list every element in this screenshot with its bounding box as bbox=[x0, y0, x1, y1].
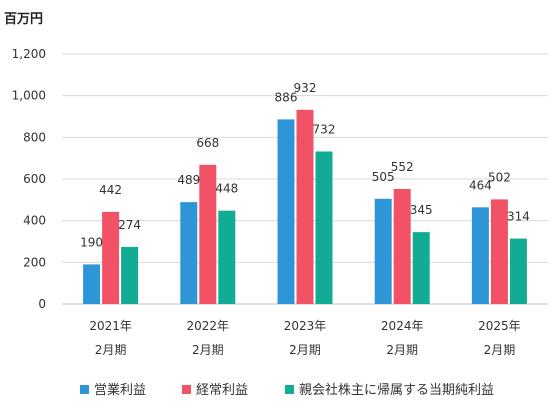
y-tick-label: 800 bbox=[23, 130, 46, 144]
x-category-label: 2月期 bbox=[386, 343, 418, 357]
bar bbox=[393, 189, 411, 304]
y-tick-label: 0 bbox=[38, 297, 46, 311]
bar bbox=[471, 207, 489, 304]
y-axis-ticks: 0 200 400 600 800 1,000 1,200 bbox=[12, 47, 46, 311]
legend-label: 営業利益 bbox=[94, 382, 146, 398]
data-label: 502 bbox=[488, 170, 511, 184]
y-tick-label: 200 bbox=[23, 255, 46, 269]
y-tick-label: 1,000 bbox=[12, 89, 46, 103]
data-label: 442 bbox=[99, 183, 122, 197]
x-category-label: 2025年 bbox=[478, 319, 521, 333]
y-tick-label: 400 bbox=[23, 214, 46, 228]
data-label: 489 bbox=[177, 173, 200, 187]
x-category-label: 2021年 bbox=[89, 319, 132, 333]
data-label: 464 bbox=[469, 178, 492, 192]
data-label: 448 bbox=[215, 182, 238, 196]
bar bbox=[277, 119, 295, 305]
bar bbox=[490, 199, 508, 304]
bar bbox=[218, 210, 236, 304]
bar bbox=[121, 246, 139, 304]
x-category-label: 2022年 bbox=[187, 319, 230, 333]
x-axis-categories: 2021年 2月期 2022年 2月期 2023年 2月期 2024年 2月期 2025年 2月期 bbox=[89, 319, 520, 357]
data-label: 345 bbox=[410, 203, 433, 217]
data-label: 552 bbox=[391, 160, 414, 174]
y-tick-label: 1,200 bbox=[12, 47, 46, 61]
data-label: 190 bbox=[80, 235, 103, 249]
x-category-label: 2023年 bbox=[284, 319, 327, 333]
legend-swatch bbox=[80, 385, 89, 394]
legend-label: 経常利益 bbox=[196, 383, 248, 398]
bar bbox=[180, 202, 198, 304]
y-tick-label: 600 bbox=[23, 172, 46, 186]
bar bbox=[83, 264, 101, 304]
bar bbox=[374, 198, 392, 304]
x-category-label: 2月期 bbox=[192, 343, 224, 357]
data-label: 886 bbox=[275, 90, 298, 104]
legend-swatch bbox=[182, 385, 191, 394]
x-category-label: 2月期 bbox=[95, 343, 127, 357]
data-label: 505 bbox=[372, 170, 395, 184]
data-label: 668 bbox=[196, 136, 219, 150]
data-label: 732 bbox=[313, 123, 336, 137]
data-label: 274 bbox=[118, 218, 141, 232]
legend-label: 親会社株主に帰属する当期純利益 bbox=[299, 382, 494, 398]
x-category-label: 2月期 bbox=[484, 343, 516, 357]
bar bbox=[509, 238, 527, 304]
bar bbox=[296, 109, 314, 304]
x-category-label: 2月期 bbox=[289, 343, 321, 357]
bar bbox=[412, 232, 430, 304]
data-label: 932 bbox=[294, 81, 317, 95]
legend-swatch bbox=[285, 385, 294, 394]
bar bbox=[102, 211, 120, 304]
bar bbox=[315, 151, 333, 304]
unit-label: 百万円 bbox=[4, 12, 43, 27]
bars bbox=[83, 109, 527, 305]
legend: 営業利益 経常利益 親会社株主に帰属する当期純利益 bbox=[80, 382, 494, 398]
data-label: 314 bbox=[507, 210, 530, 224]
x-category-label: 2024年 bbox=[381, 319, 424, 333]
bar bbox=[199, 164, 217, 304]
